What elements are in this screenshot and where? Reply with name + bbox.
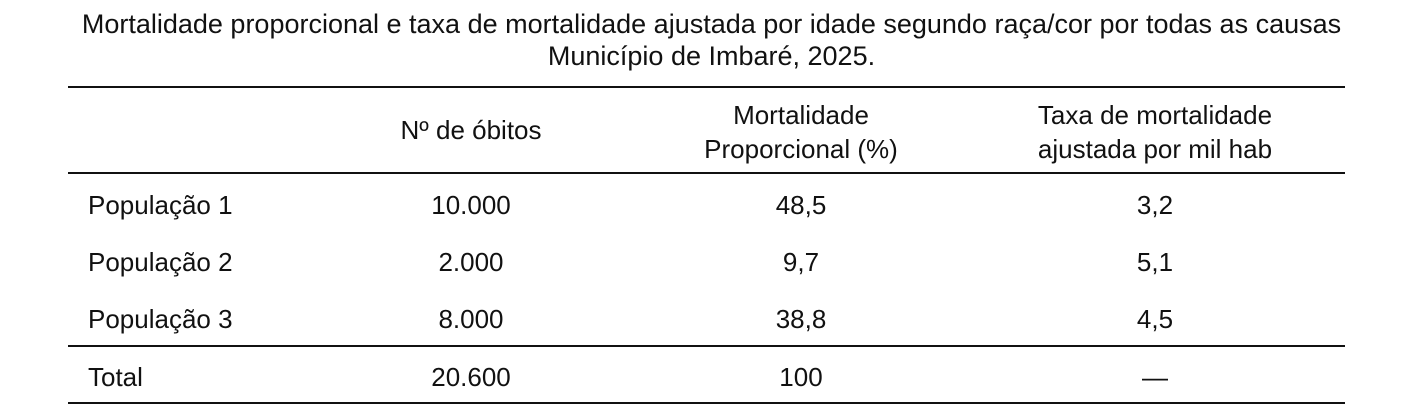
header-taxa-mortalidade: Taxa de mortalidade ajustada por mil hab: [990, 98, 1320, 166]
total-taxa: —: [1142, 362, 1168, 392]
row-label: População 3: [88, 304, 233, 334]
header-mortalidade-proporcional: Mortalidade Proporcional (%): [671, 98, 931, 166]
table-top-rule: [68, 86, 1345, 88]
title-line-2: Município de Imbaré, 2025.: [547, 41, 876, 71]
cell-taxa: 4,5: [1136, 304, 1174, 334]
row-label: População 2: [88, 247, 233, 277]
title-line-1: Mortalidade proporcional e taxa de morta…: [81, 9, 1342, 39]
row-label: População 1: [88, 190, 233, 220]
cell-mortalidade: 9,7: [782, 247, 820, 277]
cell-obitos: 2.000: [438, 247, 504, 277]
total-mortalidade: 100: [779, 362, 823, 392]
table-title: Mortalidade proporcional e taxa de morta…: [0, 8, 1423, 72]
cell-taxa: 5,1: [1136, 247, 1174, 277]
table-bottom-rule: [68, 402, 1345, 404]
cell-obitos: 8.000: [438, 304, 504, 334]
cell-taxa: 3,2: [1136, 190, 1174, 220]
cell-obitos: 10.000: [431, 190, 511, 220]
total-label: Total: [88, 362, 143, 392]
total-top-rule: [68, 345, 1345, 347]
header-bottom-rule: [68, 172, 1345, 174]
header-mortalidade-line-1: Mortalidade: [733, 100, 869, 130]
total-obitos: 20.600: [431, 362, 511, 392]
header-obitos: Nº de óbitos: [400, 115, 542, 145]
cell-mortalidade: 48,5: [775, 190, 827, 220]
header-taxa-line-2: ajustada por mil hab: [1037, 134, 1273, 164]
cell-mortalidade: 38,8: [775, 304, 827, 334]
header-taxa-line-1: Taxa de mortalidade: [1037, 100, 1273, 130]
header-mortalidade-line-2: Proporcional (%): [704, 134, 898, 164]
